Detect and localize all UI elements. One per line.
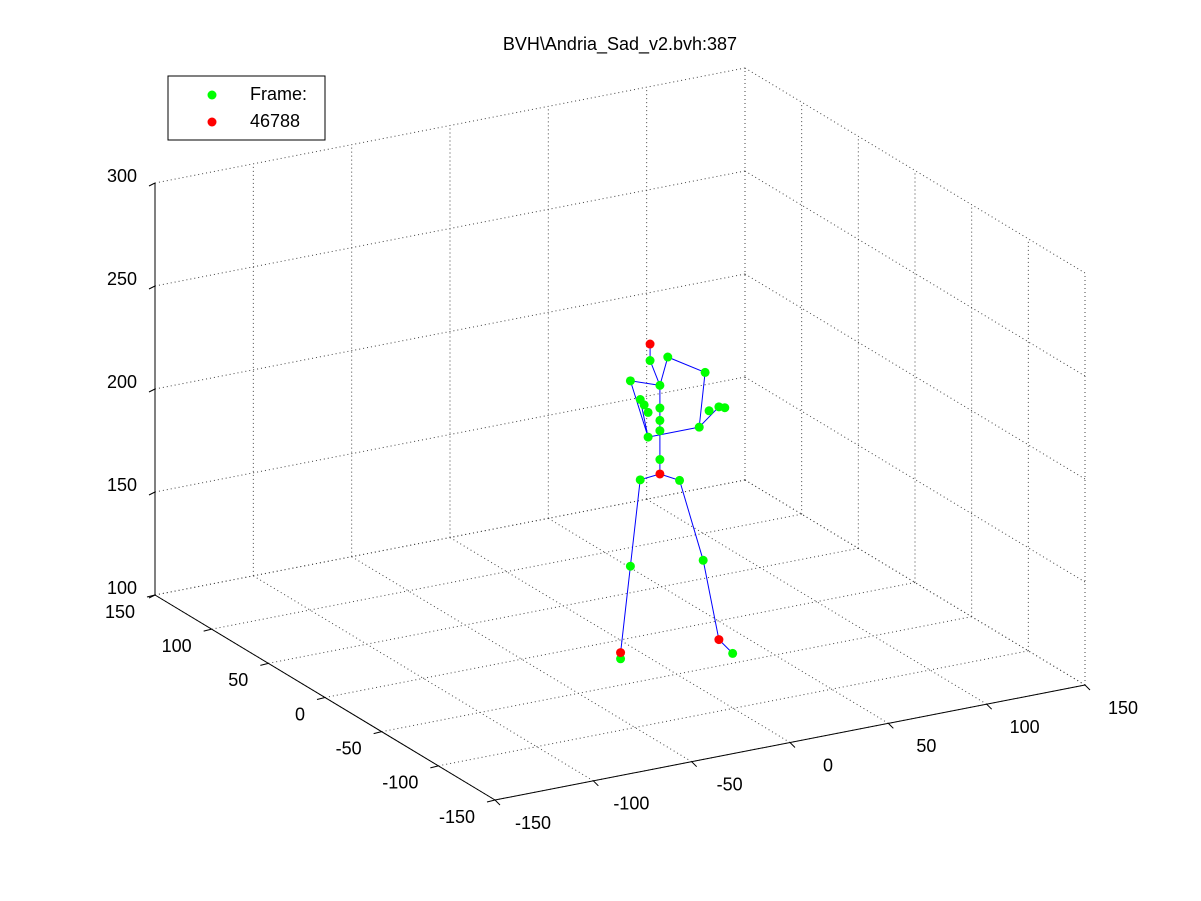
point	[625, 561, 635, 571]
y-tick	[146, 594, 156, 598]
point	[616, 654, 626, 664]
z-tick-label: 100	[107, 578, 137, 598]
z-tick-label: 300	[107, 166, 137, 186]
y-tick-label: -150	[439, 807, 475, 827]
y-tick	[486, 799, 496, 803]
y-tick	[373, 731, 382, 735]
x-tick-label: 100	[1010, 717, 1040, 737]
y-tick-label: 150	[105, 602, 135, 622]
x-tick-label: 50	[916, 736, 936, 756]
x-tick	[494, 799, 501, 806]
x-tick-label: -100	[613, 794, 649, 814]
x-tick-label: -150	[515, 813, 551, 833]
chart-title: BVH\Andria_Sad_v2.bvh:387	[503, 34, 737, 55]
legend-marker	[207, 117, 217, 127]
x-tick	[887, 722, 894, 729]
x-tick-label: -50	[717, 774, 743, 794]
grid-line	[324, 582, 916, 698]
point	[625, 376, 635, 386]
point	[639, 400, 649, 410]
grid-line	[211, 513, 802, 630]
grid-line	[154, 376, 746, 493]
grid-line	[268, 547, 859, 664]
point	[698, 555, 708, 565]
y-tick	[316, 697, 326, 700]
point	[704, 406, 714, 416]
z-tick	[148, 388, 156, 393]
point	[728, 648, 738, 658]
grid-line	[154, 67, 746, 184]
point	[643, 407, 653, 417]
y-tick-label: 100	[162, 636, 192, 656]
z-tick-label: 250	[107, 269, 137, 289]
y-tick-label: -100	[382, 773, 418, 793]
x-tick-label: 150	[1108, 698, 1138, 718]
point	[694, 422, 704, 432]
legend-box	[167, 75, 326, 141]
legend-label: Frame:	[250, 84, 307, 104]
point	[655, 426, 665, 436]
point	[714, 635, 724, 645]
z-tick	[148, 182, 156, 187]
point	[643, 432, 653, 442]
y-tick	[203, 628, 212, 632]
point	[645, 339, 655, 349]
point	[655, 469, 665, 479]
grid-line	[154, 479, 746, 596]
point	[645, 356, 655, 366]
z-tick	[148, 285, 156, 290]
legend-marker	[207, 90, 217, 100]
point	[655, 455, 665, 465]
x-tick	[1084, 684, 1091, 691]
y-tick-label: 0	[295, 704, 305, 724]
point	[655, 415, 665, 425]
y-tick-label: -50	[336, 738, 362, 758]
x-tick	[789, 742, 796, 748]
point	[663, 352, 673, 362]
x-tick-label: 0	[823, 755, 833, 775]
x-tick	[592, 780, 599, 787]
point	[700, 367, 710, 377]
z-tick-label: 150	[107, 475, 137, 495]
point	[635, 475, 645, 485]
grid-line	[154, 273, 746, 390]
z-tick-label: 200	[107, 372, 137, 392]
x-tick	[691, 761, 698, 768]
point	[675, 475, 685, 485]
point	[616, 648, 626, 658]
grid-line	[381, 616, 972, 733]
x-tick	[986, 703, 993, 710]
point	[720, 403, 730, 413]
grid-line	[154, 170, 746, 287]
y-tick	[260, 662, 269, 666]
legend-label: 46788	[250, 111, 300, 131]
point	[655, 403, 665, 413]
point	[655, 380, 665, 390]
y-tick	[430, 765, 439, 769]
z-tick	[148, 491, 156, 496]
grid-line	[438, 650, 1029, 767]
y-tick-label: 50	[228, 670, 248, 690]
